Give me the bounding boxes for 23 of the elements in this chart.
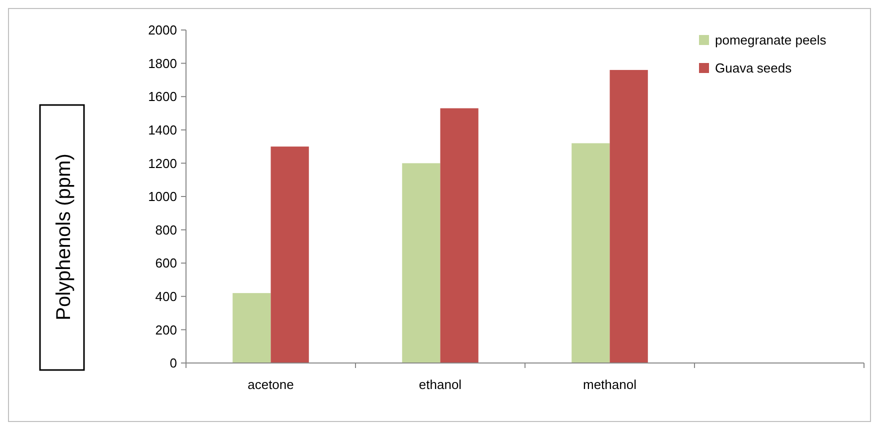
y-tick-label: 1000 [148, 189, 177, 204]
y-tick-label: 800 [155, 222, 177, 238]
bar [572, 143, 610, 363]
y-tick-label: 2000 [148, 22, 177, 38]
y-axis-title: Polyphenols (ppm) [53, 154, 75, 320]
y-tick-label: 200 [155, 322, 177, 338]
bar [610, 70, 648, 363]
x-tick-label: ethanol [418, 377, 462, 392]
bar [440, 108, 478, 363]
legend-label: pomegranate peels [715, 32, 827, 48]
y-tick-label: 600 [155, 256, 177, 271]
legend-label: Guava seeds [715, 60, 792, 76]
y-tick-label: 1800 [148, 56, 177, 71]
x-tick-label: acetone [248, 377, 294, 392]
bar [232, 293, 271, 363]
y-tick-label: 0 [170, 356, 177, 371]
x-tick-label: methanol [583, 377, 637, 392]
bar [402, 163, 440, 363]
y-tick-label: 400 [155, 288, 177, 304]
y-tick-label: 1600 [148, 89, 177, 104]
y-tick-label: 1200 [148, 156, 177, 171]
bar [270, 146, 309, 363]
y-tick-label: 1400 [148, 122, 177, 138]
